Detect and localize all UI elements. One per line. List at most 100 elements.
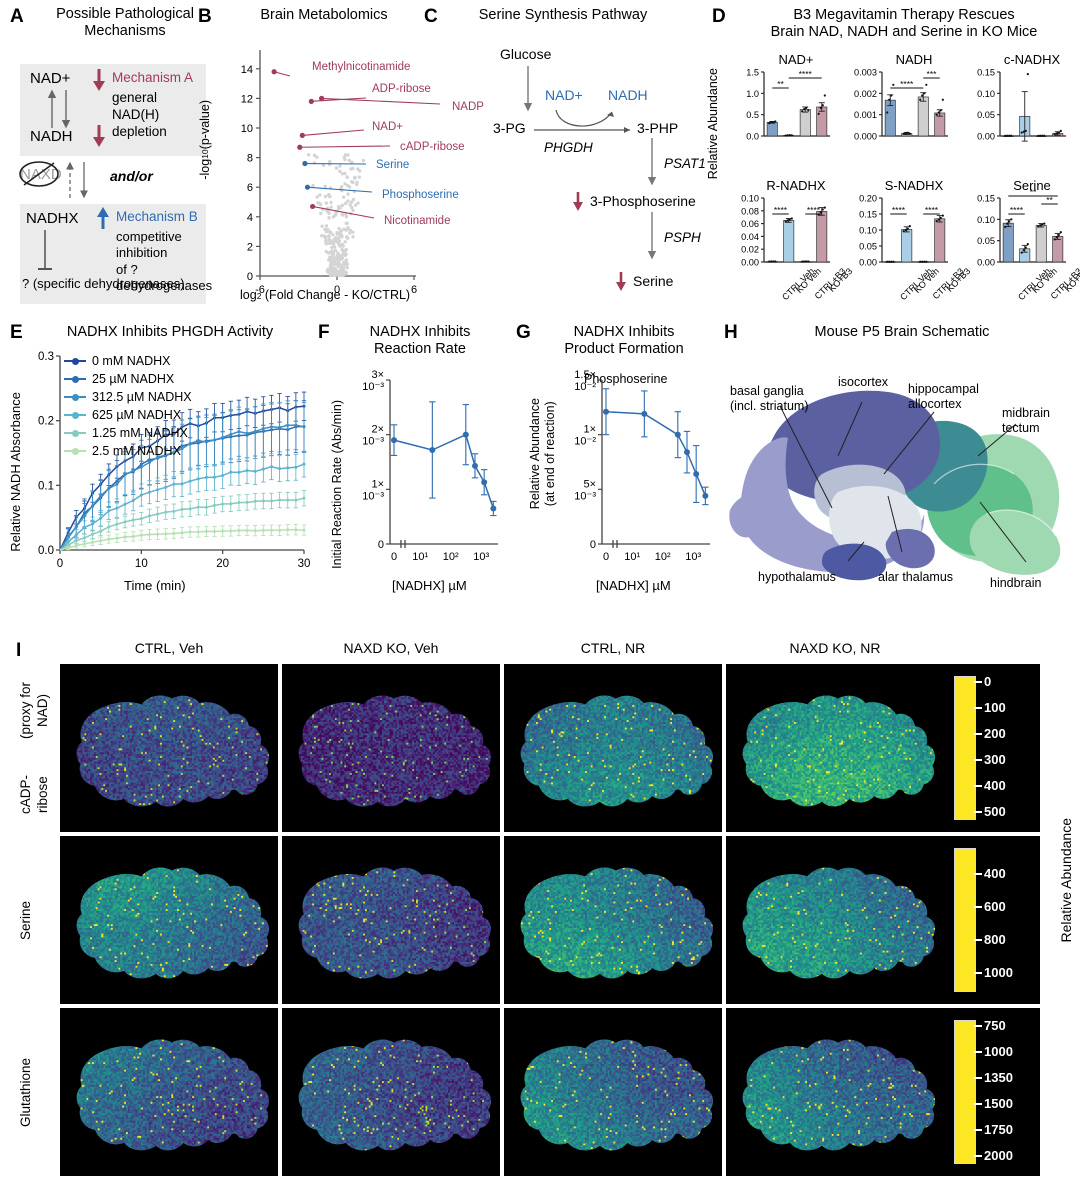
colorbar-tick xyxy=(974,811,982,813)
colorbar-tick xyxy=(974,707,982,709)
label-isocortex: isocortex xyxy=(838,375,888,389)
panel-e-legend-item[interactable]: 1.25 mM NADHX xyxy=(64,424,192,442)
volcano-label: NAD+ xyxy=(372,121,403,133)
panel-a-title-line1: Possible Pathological xyxy=(40,6,210,23)
mechanism-a-down-arrow-icon-2 xyxy=(92,124,108,148)
colorbar-tick xyxy=(974,1025,982,1027)
phosphoserine-down-arrow-icon xyxy=(572,192,586,212)
panel-d-subchart: S-NADHX 0.00 0.05 0.10 0.15 0.20 **** **** CTRL … xyxy=(842,178,952,286)
naxd-crossed-out-icon xyxy=(14,160,66,190)
colorbar-tick xyxy=(974,733,982,735)
panel-i-colorbar: 750 1000 1350 1500 1750 2000 xyxy=(944,1008,1040,1176)
svg-text:0.00: 0.00 xyxy=(741,258,759,268)
panel-e-legend-item[interactable]: 25 µM NADHX xyxy=(64,370,192,388)
legend-label: 2.5 mM NADHX xyxy=(92,444,181,458)
svg-text:20: 20 xyxy=(216,558,229,570)
svg-text:0.15: 0.15 xyxy=(977,68,995,78)
svg-text:****: **** xyxy=(892,205,906,215)
svg-text:0.05: 0.05 xyxy=(977,236,995,246)
colorbar-tick xyxy=(974,785,982,787)
svg-text:0.0: 0.0 xyxy=(38,545,54,557)
svg-text:0.002: 0.002 xyxy=(854,89,877,99)
svg-text:10¹: 10¹ xyxy=(412,551,428,563)
nad-nadh-cycle-arrows xyxy=(48,88,78,130)
svg-text:**: ** xyxy=(1046,195,1053,205)
colorbar-tick-label: 1750 xyxy=(984,1122,1013,1137)
legend-label: 25 µM NADHX xyxy=(92,372,174,386)
panel-h-letter: H xyxy=(724,322,738,344)
panel-i-msi-image xyxy=(60,664,278,832)
nadhx-label: NADHX xyxy=(26,210,79,227)
panel-c-title: Serine Synthesis Pathway xyxy=(448,7,678,24)
label-hippocampal-allocortex: hippocampal allocortex xyxy=(908,382,979,412)
panel-b-xlabel: log2 (Fold Change - KO/CTRL) xyxy=(240,288,410,302)
svg-text:10⁻²: 10⁻² xyxy=(574,381,596,393)
volcano-label: Phosphoserine xyxy=(382,189,459,201)
label-hindbrain: hindbrain xyxy=(990,576,1041,590)
colorbar-tick xyxy=(974,1077,982,1079)
panel-e-legend-item[interactable]: 625 µM NADHX xyxy=(64,406,192,424)
svg-text:10⁻³: 10⁻³ xyxy=(362,381,384,393)
panel-e-legend-item[interactable]: 312.5 µM NADHX xyxy=(64,388,192,406)
panel-f-chart: 01×10⁻³2×10⁻³3×10⁻³0 10¹ 10² 10³ xyxy=(348,368,504,580)
svg-text:10²: 10² xyxy=(655,551,671,563)
panel-d-subchart: Serine 0.00 0.05 0.10 0.15 **** ** ** CTRL Veh KO… xyxy=(960,178,1070,286)
svg-text:0.10: 0.10 xyxy=(859,226,877,236)
panel-d-ylabel: Relative Abundance xyxy=(706,68,720,179)
svg-text:6: 6 xyxy=(411,284,417,296)
panel-i-colorbar: 400 600 800 1000 xyxy=(944,836,1040,1004)
colorbar-tick xyxy=(974,1155,982,1157)
svg-text:10¹: 10¹ xyxy=(624,551,640,563)
php3-node: 3-PHP xyxy=(637,120,678,136)
panel-e-legend-item[interactable]: 0 mM NADHX xyxy=(64,352,192,370)
panel-d-subchart: NADH 0.000 0.001 0.002 0.003 **** *** xyxy=(842,52,952,160)
panel-d-subchart: R-NADHX 0.00 0.02 0.04 0.06 0.08 0.10 **** **** C… xyxy=(724,178,834,286)
volcano-label: NADP xyxy=(452,101,484,113)
colorbar-gradient xyxy=(954,848,976,992)
panel-e-legend: 0 mM NADHX 25 µM NADHX 312.5 µM NADHX 625 µ… xyxy=(64,352,192,460)
colorbar-tick xyxy=(974,906,982,908)
panel-i-msi-image xyxy=(282,836,500,1004)
svg-text:4: 4 xyxy=(247,212,253,224)
svg-text:0.5: 0.5 xyxy=(746,110,759,120)
panel-i-row-label: Glutathione xyxy=(18,1057,35,1126)
colorbar-tick-label: 750 xyxy=(984,1018,1006,1033)
panel-i-colorbar-axis-label: Relative Abundance xyxy=(1058,818,1074,943)
legend-line-swatch xyxy=(64,396,86,399)
svg-text:10³: 10³ xyxy=(473,551,489,563)
panel-c-letter: C xyxy=(424,6,438,28)
panel-e-legend-item[interactable]: 2.5 mM NADHX xyxy=(64,442,192,460)
colorbar-tick-label: 400 xyxy=(984,778,1006,793)
svg-text:0: 0 xyxy=(378,539,384,551)
nad-plus-cofactor: NAD+ xyxy=(545,87,583,103)
svg-text:2×: 2× xyxy=(371,424,384,436)
inhibition-bar-icon xyxy=(38,230,52,274)
mechanism-b-label: Mechanism B xyxy=(116,209,198,224)
mechanism-a-down-arrow-icon xyxy=(92,68,108,92)
panel-d-chart-grid: NAD+ 0.0 0.5 1.0 1.5 ** **** NADH 0.000 0.001 0.00… xyxy=(724,52,1076,308)
volcano-label: Nicotinamide xyxy=(384,215,450,227)
svg-text:0: 0 xyxy=(247,271,253,283)
svg-text:0.2: 0.2 xyxy=(38,416,54,428)
mechanism-b-up-arrow-icon xyxy=(96,206,112,230)
colorbar-tick xyxy=(974,1051,982,1053)
svg-text:0: 0 xyxy=(603,551,609,563)
svg-text:8: 8 xyxy=(247,153,253,165)
svg-text:1.5×: 1.5× xyxy=(574,369,596,381)
svg-text:0.05: 0.05 xyxy=(859,242,877,252)
svg-text:0.001: 0.001 xyxy=(854,110,877,120)
phosphoserine-node: 3-Phosphoserine xyxy=(590,193,696,209)
svg-text:0.10: 0.10 xyxy=(977,89,995,99)
svg-text:0.06: 0.06 xyxy=(741,219,759,229)
svg-text:10: 10 xyxy=(241,123,253,135)
svg-text:14: 14 xyxy=(241,64,253,76)
panel-i-column-header: NAXD KO, NR xyxy=(726,640,944,656)
serine-node: Serine xyxy=(633,273,673,289)
panel-i-column-headers: CTRL, Veh NAXD KO, Veh CTRL, NR NAXD KO, NR xyxy=(60,640,940,664)
and-or-label: and/or xyxy=(110,168,153,184)
svg-text:**: ** xyxy=(777,79,784,89)
svg-text:6: 6 xyxy=(247,182,253,194)
colorbar-tick-label: 800 xyxy=(984,932,1006,947)
svg-text:****: **** xyxy=(900,79,914,89)
svg-text:0: 0 xyxy=(391,551,397,563)
